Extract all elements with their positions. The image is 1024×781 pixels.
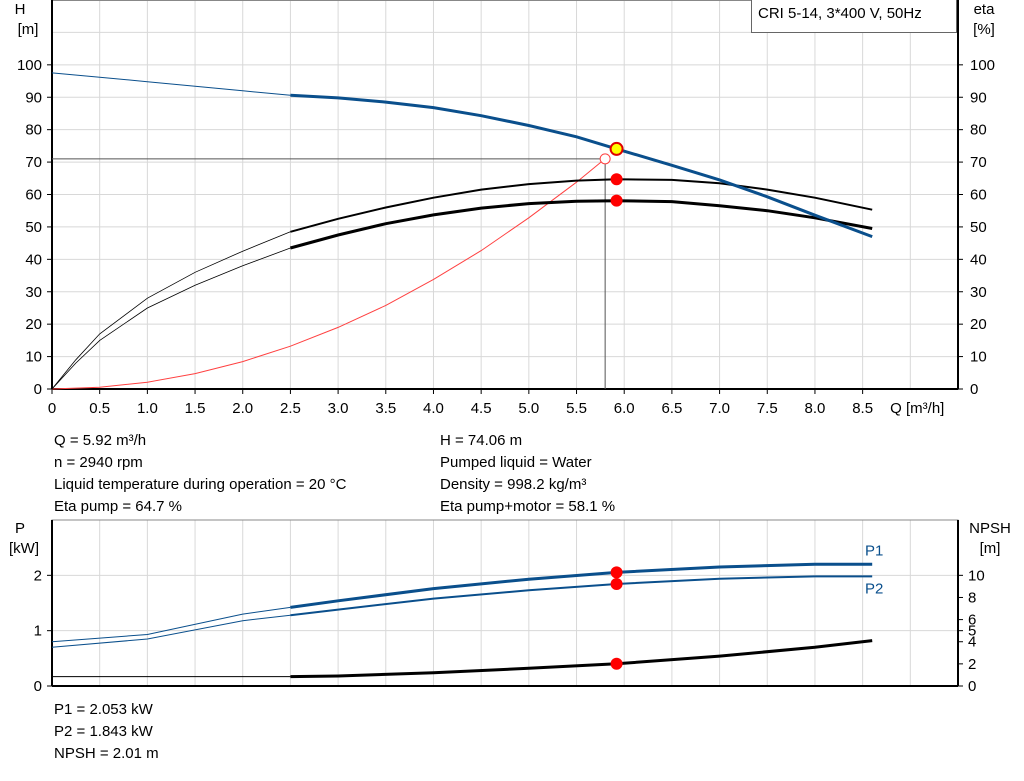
x-tick-label: 1.0 — [137, 400, 158, 417]
p2-curve-thin — [51, 614, 291, 648]
y-tick-label-left: 0 — [34, 381, 42, 398]
p2-label: P2 — [865, 580, 883, 597]
y-axis-unit-left: [m] — [18, 21, 39, 38]
x-tick-label: 5.5 — [566, 400, 587, 417]
info-head: H = 74.06 m — [440, 432, 523, 449]
x-tick-label: 4.5 — [471, 400, 492, 417]
info-speed: n = 2940 rpm — [54, 454, 143, 471]
y-tick-label-left: 70 — [25, 154, 42, 171]
y-tick-label-right: 0 — [970, 381, 978, 398]
eta-pump-motor-curve-thin — [51, 247, 291, 390]
y-tick-label-left: 60 — [25, 187, 42, 204]
p-tick-label: 2 — [34, 567, 42, 584]
x-tick-label: 4.0 — [423, 400, 444, 417]
y-axis-label-right: eta — [974, 1, 996, 18]
info-p2: P2 = 1.843 kW — [54, 723, 153, 740]
info-npsh: NPSH = 2.01 m — [54, 745, 159, 762]
y-tick-label-left: 20 — [25, 316, 42, 333]
y-tick-label-right: 90 — [970, 89, 987, 106]
x-tick-label: 1.5 — [185, 400, 206, 417]
plot-frame-bottom — [51, 519, 959, 687]
y-tick-label-left: 30 — [25, 284, 42, 301]
x-tick-label: 2.5 — [280, 400, 301, 417]
p1-label: P1 — [865, 542, 883, 559]
npsh-tick-label: 6 — [968, 612, 976, 629]
y-tick-label-right: 80 — [970, 122, 987, 139]
eta-pump-curve-thin — [51, 231, 291, 390]
chart-legend-title: CRI 5-14, 3*400 V, 50Hz — [751, 0, 957, 33]
eta-pump-marker — [610, 173, 623, 186]
x-tick-label: 0 — [48, 400, 56, 417]
x-tick-label: 8.5 — [852, 400, 873, 417]
y-tick-label-right: 30 — [970, 284, 987, 301]
info-p1: P1 = 2.053 kW — [54, 701, 153, 718]
x-tick-label: 7.5 — [757, 400, 778, 417]
y-tick-label-right: 10 — [970, 349, 987, 366]
p2-marker — [610, 578, 623, 591]
eta-pump-motor-curve — [290, 199, 873, 250]
y-tick-label-right: 50 — [970, 219, 987, 236]
x-tick-label: 8.0 — [805, 400, 826, 417]
npsh-tick-label: 2 — [968, 656, 976, 673]
head-curve-thin — [51, 72, 291, 96]
npsh-tick-label: 0 — [968, 678, 976, 695]
eta-pump-curve — [290, 178, 873, 233]
p-tick-label: 0 — [34, 678, 42, 695]
info-liquid: Pumped liquid = Water — [440, 454, 592, 471]
duty-point-marker — [609, 141, 624, 156]
p-tick-label: 1 — [34, 623, 42, 640]
npsh-marker — [610, 657, 623, 670]
npsh-axis-label: NPSH — [969, 520, 1011, 537]
info-temperature: Liquid temperature during operation = 20… — [54, 476, 347, 493]
x-tick-label: 3.5 — [375, 400, 396, 417]
p1-curve-thin — [51, 606, 291, 643]
y-tick-label-left: 90 — [25, 89, 42, 106]
info-flow: Q = 5.92 m³/h — [54, 432, 147, 449]
info-density: Density = 998.2 kg/m³ — [440, 476, 587, 493]
y-tick-label-right: 100 — [970, 57, 995, 74]
y-tick-label-right: 40 — [970, 251, 987, 268]
y-tick-label-left: 50 — [25, 219, 42, 236]
y-tick-label-left: 80 — [25, 122, 42, 139]
npsh-tick-label: 10 — [968, 567, 985, 584]
x-tick-label: 0.5 — [89, 400, 110, 417]
x-axis-label: Q [m³/h] — [890, 400, 944, 417]
p1-marker — [610, 566, 623, 579]
x-tick-label: 2.0 — [232, 400, 253, 417]
p-axis-unit: [kW] — [9, 540, 39, 557]
p-axis-label: P — [15, 520, 25, 537]
y-axis-label-left: H — [15, 1, 26, 18]
system-curve-thin — [51, 158, 606, 390]
y-tick-label-right: 60 — [970, 187, 987, 204]
y-tick-label-right: 70 — [970, 154, 987, 171]
npsh-tick-label: 4 — [968, 634, 976, 651]
x-tick-label: 7.0 — [709, 400, 730, 417]
x-tick-label: 6.0 — [614, 400, 635, 417]
x-tick-label: 6.5 — [661, 400, 682, 417]
y-tick-label-left: 40 — [25, 251, 42, 268]
x-tick-label: 3.0 — [328, 400, 349, 417]
npsh-tick-label: 5 — [968, 623, 976, 640]
npsh-tick-label: 8 — [968, 589, 976, 606]
info-eta-pump-motor: Eta pump+motor = 58.1 % — [440, 498, 616, 515]
y-tick-label-left: 100 — [17, 57, 42, 74]
npsh-axis-unit: [m] — [980, 540, 1001, 557]
info-bottom: P1 = 2.053 kW P2 = 1.843 kW NPSH = 2.01 … — [54, 699, 159, 765]
info-top-right: H = 74.06 m Pumped liquid = Water Densit… — [440, 430, 615, 518]
eta-pump-motor-marker — [610, 194, 623, 207]
p2-curve — [290, 575, 873, 617]
info-eta-pump: Eta pump = 64.7 % — [54, 498, 182, 515]
y-tick-label-left: 10 — [25, 349, 42, 366]
y-axis-unit-right: [%] — [973, 21, 995, 38]
y-tick-label-right: 20 — [970, 316, 987, 333]
head-curve — [290, 93, 873, 239]
p1-curve — [290, 562, 873, 609]
info-top-left: Q = 5.92 m³/h n = 2940 rpm Liquid temper… — [54, 430, 346, 518]
system-point-marker — [599, 153, 611, 165]
npsh-curve — [290, 639, 873, 679]
x-tick-label: 5.0 — [518, 400, 539, 417]
